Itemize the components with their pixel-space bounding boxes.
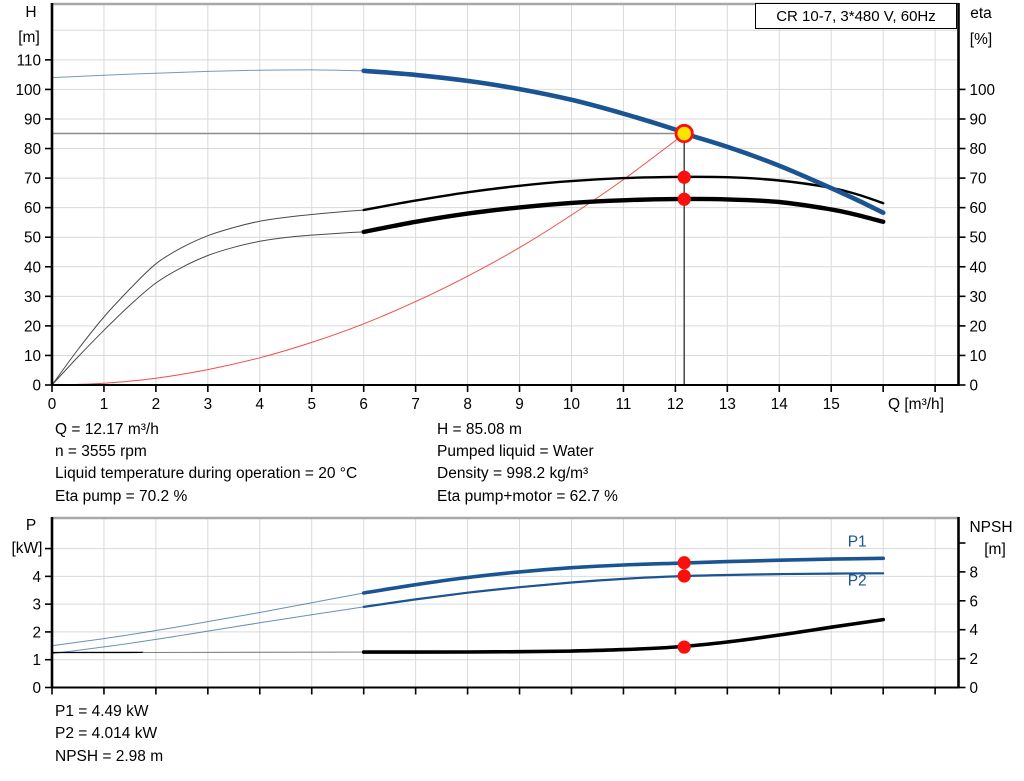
eta-pump-point-marker [677, 170, 691, 184]
axis-tick-label: 60 [970, 200, 987, 217]
p1-point-marker [677, 556, 691, 570]
axis-tick-label: 5 [307, 396, 316, 413]
axis-tick-label: 1 [100, 396, 109, 413]
axis-tick-label: 6 [970, 593, 979, 610]
axis-tick-label: [%] [970, 31, 992, 48]
axis-tick-label: Q [m³/h] [888, 396, 944, 413]
head-curve [361, 68, 886, 215]
npsh-curve [361, 617, 885, 654]
axis-tick-label: 14 [771, 396, 789, 413]
axis-tick-label: 60 [24, 200, 41, 217]
pump-type-label: CR 10-7, 3*480 V, 60Hz [776, 7, 936, 25]
axis-tick-label: 1 [32, 652, 41, 669]
system-curve [51, 133, 685, 386]
axis-tick-label: 15 [823, 396, 840, 413]
axis-tick-label: 4 [970, 622, 979, 639]
axis-tick-label: 0 [970, 680, 979, 697]
axis-tick-label: 0 [32, 378, 41, 395]
axis-tick-label: 4 [32, 569, 41, 586]
axis-tick-label: 20 [970, 318, 987, 335]
p1-label: P1 [848, 533, 867, 550]
info-flow: Q = 12.17 m³/h [55, 421, 159, 438]
p2-curve [362, 572, 885, 608]
axis-tick-label: eta [970, 5, 992, 22]
axis-tick-label: 6 [359, 396, 368, 413]
axis-tick-label: 80 [24, 141, 41, 158]
axis-tick-label: 90 [24, 111, 41, 128]
info-p2: P2 = 4.014 kW [55, 725, 158, 743]
axis-tick-label: 110 [17, 52, 41, 69]
info-head: H = 85.08 m [437, 421, 522, 438]
axis-tick-label: 20 [24, 318, 41, 335]
axis-tick-label: 70 [970, 171, 987, 188]
axis-tick-label: 12 [667, 396, 684, 413]
axis-tick-label: 8 [970, 564, 979, 581]
duty-point-marker [674, 123, 694, 144]
axis-tick-label: [m] [18, 29, 40, 46]
axis-tick-label: 11 [615, 396, 631, 413]
axis-tick-label: 100 [970, 82, 996, 99]
axis-tick-label: 0 [48, 396, 57, 413]
axis-tick-label: 40 [970, 259, 987, 276]
axis-tick-label: 100 [15, 82, 41, 99]
axis-tick-label: P [26, 517, 36, 534]
p2-curve-thin [51, 606, 365, 655]
head-curve-thin [51, 69, 365, 79]
info-eta-pump-motor: Eta pump+motor = 62.7 % [437, 487, 618, 505]
npsh-point-marker [677, 640, 691, 654]
p2-point-marker [677, 569, 691, 583]
info-npsh: NPSH = 2.98 m [55, 747, 164, 765]
axis-tick-label: 9 [515, 396, 524, 413]
eta-motor-point-marker [677, 192, 691, 206]
axis-tick-label: 80 [970, 141, 987, 158]
axis-tick-label: 3 [32, 597, 41, 614]
eta-pump-curve-thin [51, 209, 365, 386]
axis-tick-label: 10 [24, 348, 41, 365]
axis-tick-label: 0 [32, 680, 41, 697]
duty-info-left: Q = 12.17 m³/h n = 3555 rpm Liquid tempe… [55, 419, 357, 508]
axis-tick-label: 4 [256, 396, 265, 413]
axis-tick-label: [kW] [12, 540, 43, 557]
axis-tick-label: 2 [970, 651, 979, 668]
power-info: P1 = 4.49 kW P2 = 4.014 kW NPSH = 2.98 m [55, 701, 163, 768]
eta-pump-motor-curve [361, 196, 886, 235]
axis-tick-label: 50 [24, 230, 41, 247]
info-liquid-temperature: Liquid temperature during operation = 20… [55, 465, 358, 483]
axis-tick-label: 30 [24, 289, 41, 306]
axis-tick-label: 50 [970, 230, 987, 247]
axis-tick-label: 2 [152, 396, 161, 413]
axis-tick-label: 30 [970, 289, 987, 306]
axis-tick-label: 10 [970, 348, 987, 365]
axis-tick-label: 13 [719, 396, 736, 413]
info-density: Density = 998.2 kg/m³ [437, 465, 589, 483]
p2-label: P2 [848, 573, 867, 590]
axis-tick-label: 8 [463, 396, 472, 413]
p1-curve-thin [51, 592, 365, 647]
axis-tick-label: 10 [563, 396, 580, 413]
axis-tick-label: 90 [970, 111, 987, 128]
axis-tick-label: 3 [204, 396, 213, 413]
axis-tick-label: 70 [24, 171, 41, 188]
axis-tick-label: [m] [984, 541, 1006, 558]
axis-tick-label: H [25, 4, 36, 21]
info-eta-pump: Eta pump = 70.2 % [55, 487, 188, 505]
info-pumped-liquid: Pumped liquid = Water [437, 443, 594, 461]
axis-tick-label: NPSH [969, 519, 1012, 536]
power-npsh-chart: 0 1 2 3 4 0 2 4 6 8 P [kW] NPSH [m] P1 P2 [12, 516, 1013, 697]
axis-tick-label: 40 [24, 259, 41, 276]
axis-tick-label: 0 [970, 378, 979, 395]
eta-pump-motor-curve-thin [51, 231, 365, 386]
hq-eta-chart: 0102030405060708090100110010203040506070… [15, 2, 996, 413]
axis-tick-label: 2 [32, 624, 41, 641]
info-speed: n = 3555 rpm [55, 443, 147, 461]
info-p1: P1 = 4.49 kW [55, 703, 149, 720]
duty-info-right: H = 85.08 m Pumped liquid = Water Densit… [437, 419, 618, 508]
p1-curve [361, 556, 885, 595]
axis-tick-label: 7 [411, 396, 420, 413]
pump-type-title-box: CR 10-7, 3*480 V, 60Hz [755, 3, 957, 29]
